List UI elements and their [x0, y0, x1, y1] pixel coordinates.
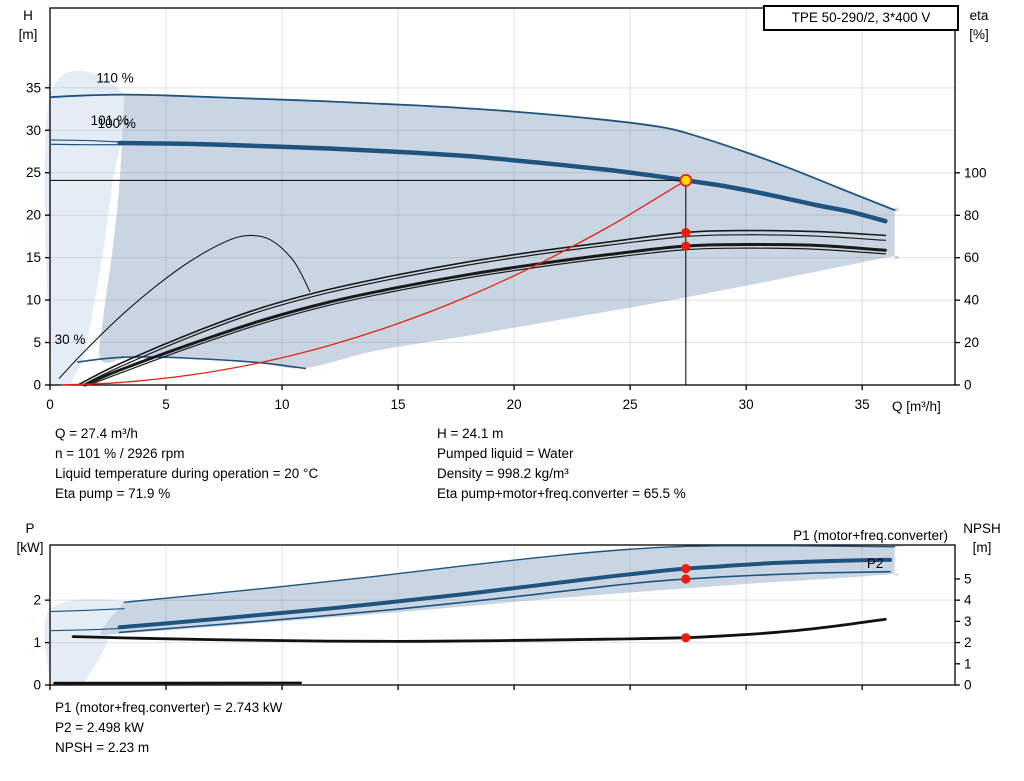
eta-pump-curve — [77, 229, 887, 386]
eta-total-curve-b — [88, 247, 886, 386]
envelope-light-power — [44, 599, 128, 686]
x-tick-label: 5 — [162, 397, 170, 412]
npsh-axis-unit: [m] — [972, 540, 992, 555]
curve-30-percent — [77, 356, 307, 370]
y-right-tick-label: 80 — [964, 208, 979, 223]
eta-pump-curve-b — [81, 234, 886, 386]
eta-arc-low-speed — [58, 234, 311, 379]
p1-110-curve — [123, 545, 896, 603]
curve-110-percent — [49, 93, 896, 211]
info-line: Density = 998.2 kg/m³ — [437, 466, 569, 481]
y-right-tick-label: 20 — [964, 335, 979, 350]
x-tick-label: 25 — [623, 397, 638, 412]
envelope-main — [99, 94, 899, 369]
eta-pump-dot — [681, 227, 691, 238]
y-right-tick-label: 5 — [964, 571, 972, 586]
p-axis-unit: [kW] — [16, 540, 44, 555]
y-left-tick-label: 30 — [26, 123, 41, 138]
plot-frame — [49, 544, 956, 686]
x-tick-label: 35 — [855, 397, 870, 412]
npsh-axis-name: NPSH — [963, 521, 1001, 536]
result-line: NPSH = 2.23 m — [55, 740, 150, 755]
y-right-tick-label: 100 — [964, 165, 987, 180]
x-tick-label: 30 — [739, 397, 754, 412]
p-axis-title: P [kW] — [8, 519, 52, 557]
curve-101-percent-main — [117, 140, 888, 224]
info-line: n = 101 % / 2926 rpm — [55, 446, 185, 461]
info-line: Liquid temperature during operation = 20… — [55, 466, 319, 481]
x-tick-label: 10 — [275, 397, 290, 412]
info-line: Eta pump+motor+freq.converter = 65.5 % — [437, 486, 686, 501]
info-line: Eta pump = 71.9 % — [55, 486, 171, 501]
y-right-tick-label: 40 — [964, 293, 979, 308]
y-left-tick-label: 1 — [33, 635, 41, 650]
y-right-tick-label: 2 — [964, 635, 972, 650]
label-p1: P1 (motor+freq.converter) — [793, 528, 948, 543]
duty-point[interactable] — [679, 173, 693, 187]
eta-total-curve — [83, 243, 887, 387]
info-line: H = 24.1 m — [437, 426, 504, 441]
y-left-tick-label: 0 — [33, 678, 41, 693]
p2-curve — [118, 570, 891, 634]
y-right-tick-label: 0 — [964, 678, 972, 693]
system-curve — [60, 179, 687, 386]
curve-101-lowflow — [49, 139, 125, 143]
x-tick-label: 20 — [507, 397, 522, 412]
p1-curve — [117, 557, 893, 630]
info-block-left: Q = 27.4 m³/h n = 101 % / 2926 rpm Liquid … — [55, 424, 318, 504]
npsh-dot — [681, 633, 691, 643]
label-101-percent: 101 % — [91, 113, 129, 128]
result-values-block: P1 (motor+freq.converter) = 2.743 kW P2 =… — [55, 698, 282, 758]
y-right-tick-label: 4 — [964, 593, 972, 608]
y-left-tick-label: 5 — [33, 335, 41, 350]
label-p2: P2 — [867, 556, 884, 571]
y-right-tick-label: 0 — [964, 378, 972, 393]
label-30-percent: 30 % — [55, 332, 86, 347]
p1-lowflow — [49, 608, 125, 613]
npsh-axis-title: NPSH [m] — [950, 519, 1014, 557]
eta-axis-title: eta [%] — [956, 6, 1002, 44]
pump-model-title: TPE 50-290/2, 3*400 V — [763, 5, 959, 31]
eta-axis-unit: [%] — [969, 27, 989, 42]
label-110-percent: 110 % — [96, 71, 133, 86]
q-axis-label: Q [m³/h] — [892, 399, 941, 414]
y-left-tick-label: 15 — [26, 250, 41, 265]
p-axis-name: P — [25, 521, 35, 536]
info-block-right: H = 24.1 m Pumped liquid = Water Density =… — [437, 424, 686, 504]
label-100-percent: 100 % — [98, 116, 136, 131]
y-left-tick-label: 25 — [26, 165, 41, 180]
plot-frame — [49, 7, 956, 386]
p2-lowflow — [49, 628, 121, 632]
y-right-tick-label: 3 — [964, 614, 972, 629]
result-line: P2 = 2.498 kW — [55, 720, 144, 735]
y-left-tick-label: 35 — [26, 80, 41, 95]
eta-axis-name: eta — [969, 8, 989, 23]
h-axis-name: H — [23, 8, 33, 23]
info-line: Q = 27.4 m³/h — [55, 426, 138, 441]
x-tick-label: 15 — [391, 397, 406, 412]
y-right-tick-label: 60 — [964, 250, 979, 265]
p2-dot — [681, 574, 691, 584]
result-line: P1 (motor+freq.converter) = 2.743 kW — [55, 700, 283, 715]
info-line: Pumped liquid = Water — [437, 446, 574, 461]
y-left-tick-label: 2 — [33, 593, 41, 608]
eta-total-dot — [681, 241, 691, 251]
h-axis-title: H [m] — [10, 6, 46, 44]
y-left-tick-label: 20 — [26, 208, 41, 223]
y-right-tick-label: 1 — [964, 656, 972, 671]
x-tick-label: 0 — [46, 397, 54, 412]
h-axis-unit: [m] — [18, 27, 38, 42]
envelope-light — [44, 70, 128, 386]
y-left-tick-label: 0 — [33, 378, 41, 393]
y-left-tick-label: 10 — [26, 293, 41, 308]
npsh-curve — [71, 617, 887, 643]
p1-dot — [681, 564, 691, 574]
